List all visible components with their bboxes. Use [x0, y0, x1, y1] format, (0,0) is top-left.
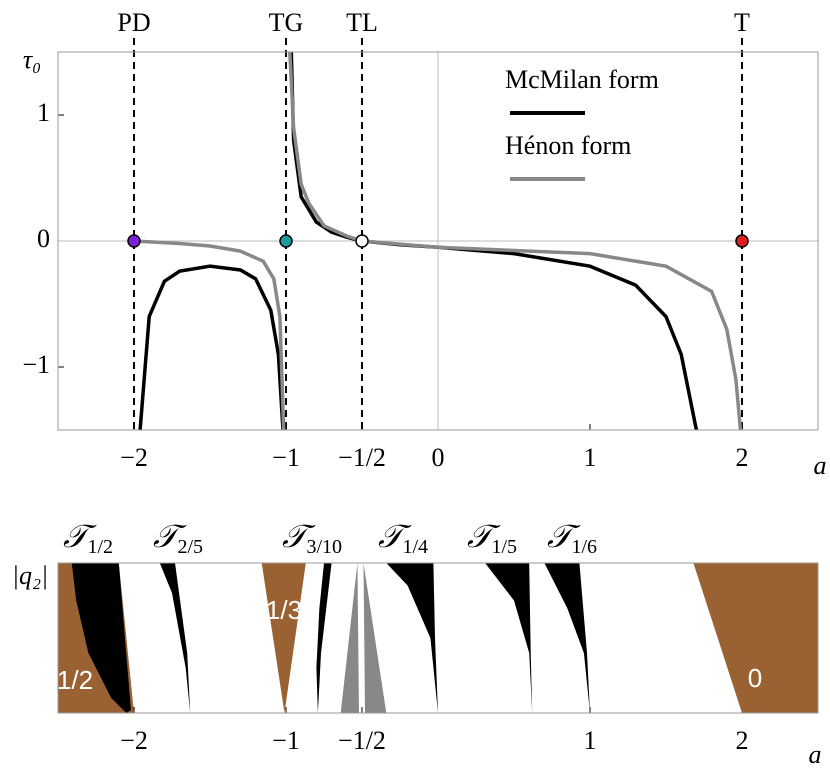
- point: [127, 234, 141, 248]
- region: [159, 563, 191, 713]
- vline-label: TL: [346, 8, 378, 37]
- region: [363, 563, 387, 713]
- region: [340, 563, 359, 713]
- region-subscript: 2/5: [177, 536, 203, 558]
- x-tick-label: −2: [120, 726, 148, 755]
- y-tick-label: 0: [37, 224, 50, 253]
- point: [355, 234, 369, 248]
- region: [316, 563, 332, 713]
- region: [693, 563, 818, 713]
- region-name: 𝒯2/5: [153, 518, 203, 557]
- vline-label: PD: [117, 8, 150, 37]
- x-tick-label: −1: [272, 726, 300, 755]
- x-tick-label: −2: [120, 443, 148, 472]
- region-name: 𝒯1/6: [547, 518, 597, 557]
- point: [735, 234, 749, 248]
- region: [261, 563, 306, 713]
- x-tick-label: 1: [584, 726, 597, 755]
- region-name: 𝒯3/10: [282, 518, 342, 557]
- region-subscript: 1/6: [571, 536, 597, 558]
- region-subscript: 3/10: [306, 536, 342, 558]
- region: [544, 563, 590, 713]
- region-label: 1/3: [266, 595, 302, 625]
- x-tick-label: 2: [736, 443, 749, 472]
- frame: [57, 51, 819, 431]
- vline-label: TG: [269, 8, 304, 37]
- y-axis-label: τ₀: [23, 45, 41, 74]
- x-tick-label: 2: [736, 726, 749, 755]
- y-tick-label: 1: [37, 98, 50, 127]
- x-axis-label: a: [809, 740, 822, 769]
- region-name: 𝒯1/5: [467, 518, 517, 557]
- region-label: 1/2: [57, 665, 93, 695]
- region: [485, 563, 533, 713]
- legend-label: Hénon form: [505, 131, 631, 160]
- x-tick-label: −1/2: [338, 726, 386, 755]
- frame: [57, 562, 819, 714]
- legend-label: McMilan form: [505, 65, 659, 94]
- region: [71, 563, 131, 713]
- x-tick-label: −1/2: [338, 443, 386, 472]
- region-subscript: 1/2: [87, 536, 113, 558]
- region-subscript: 1/5: [491, 536, 517, 558]
- region-label: 0: [748, 663, 762, 693]
- vline-label: T: [734, 8, 750, 37]
- series-line: [133, 52, 743, 430]
- point: [279, 234, 293, 248]
- y-tick-label: −1: [22, 350, 50, 379]
- region-name: 𝒯1/4: [378, 518, 428, 557]
- x-tick-label: 0: [432, 443, 445, 472]
- region-subscript: 1/4: [402, 536, 428, 558]
- x-tick-label: 1: [584, 443, 597, 472]
- y-axis-label: |q₂|: [12, 561, 48, 590]
- x-axis-label: a: [814, 451, 827, 480]
- plot-lines: [133, 52, 743, 430]
- x-tick-label: −1: [272, 443, 300, 472]
- region-name: 𝒯1/2: [63, 518, 113, 557]
- region: [386, 563, 438, 713]
